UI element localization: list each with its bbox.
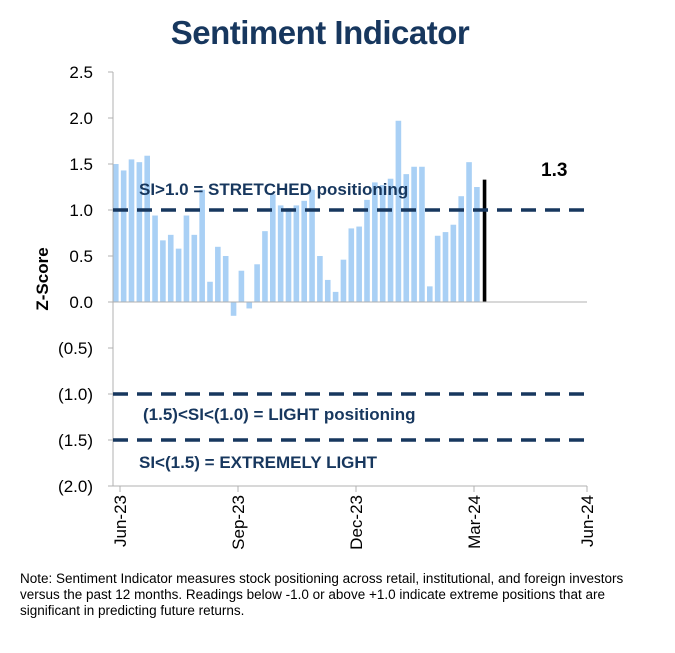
bar [222, 256, 229, 302]
axes-layer: 2.5 2.0 1.5 1.0 0.5 0.0 (0.5) (1.0) (1.5) (2.0) Z-… [33, 63, 597, 550]
bar [144, 155, 150, 302]
bar [270, 194, 276, 302]
bar [152, 215, 158, 302]
chart-title: Sentiment Indicator [170, 14, 470, 51]
bar [387, 178, 394, 302]
x-tick-label: Jun-23 [111, 495, 130, 547]
bar [230, 302, 237, 316]
bar [324, 279, 331, 302]
y-tick-label: 1.0 [69, 201, 93, 220]
bar [309, 189, 315, 302]
bar [293, 205, 300, 302]
bar [427, 286, 433, 302]
y-tick-label: (1.5) [58, 431, 93, 450]
labels-layer: SI>1.0 = STRETCHED positioning (1.5)<SI<(… [139, 160, 567, 472]
y-tick-label: (0.5) [58, 339, 93, 358]
bar [199, 189, 205, 302]
y-tick-label: (1.0) [58, 385, 93, 404]
bar [419, 166, 425, 302]
bar [254, 264, 260, 302]
bar [332, 291, 339, 302]
bar [372, 182, 378, 302]
threshold-label: (1.5)<SI<(1.0) = LIGHT positioning [143, 405, 416, 424]
threshold-label: SI>1.0 = STRETCHED positioning [139, 180, 408, 199]
x-tick-label: Sep-23 [229, 495, 248, 550]
bar [395, 120, 402, 302]
bar [277, 205, 284, 302]
latest-value-label: 1.3 [541, 160, 567, 181]
x-tick-label: Jun-24 [578, 495, 597, 547]
bar [474, 187, 480, 302]
bar [262, 231, 268, 302]
bar [246, 302, 253, 309]
bar [238, 270, 245, 302]
y-axis-title: Z-Score [33, 247, 52, 310]
bar [167, 234, 174, 302]
bar [120, 170, 127, 302]
bar [434, 235, 441, 302]
bar [458, 196, 464, 302]
bar [317, 256, 323, 302]
bar [207, 281, 213, 302]
bar [175, 248, 182, 302]
bar [301, 200, 307, 302]
x-tick-label: Dec-23 [347, 495, 366, 550]
bar [379, 185, 386, 302]
bar [183, 215, 190, 302]
y-tick-label: 0.5 [69, 247, 93, 266]
bars-layer [113, 120, 487, 316]
bar [411, 166, 417, 302]
bar [442, 232, 449, 302]
y-tick-label: (2.0) [58, 477, 93, 496]
bar [113, 164, 119, 302]
x-tick-label: Mar-24 [465, 495, 484, 549]
latest-bar [482, 179, 487, 302]
bar [160, 240, 166, 302]
bar [348, 228, 355, 302]
bar [450, 224, 457, 302]
bar [215, 246, 221, 302]
chart-note: Note: Sentiment Indicator measures stock… [20, 571, 624, 618]
bar [466, 162, 472, 302]
y-tick-label: 1.5 [69, 155, 93, 174]
bar [191, 234, 198, 302]
bar [364, 199, 370, 302]
bar [403, 174, 410, 302]
threshold-label: SI<(1.5) = EXTREMELY LIGHT [139, 453, 378, 472]
y-tick-label: 2.5 [69, 63, 93, 82]
bar [136, 162, 143, 302]
bar [128, 159, 135, 302]
y-tick-label: 2.0 [69, 109, 93, 128]
bar [340, 259, 347, 302]
bar [285, 208, 292, 302]
bar [356, 226, 362, 302]
thresholds-layer [113, 208, 587, 442]
y-tick-label: 0.0 [69, 293, 93, 312]
